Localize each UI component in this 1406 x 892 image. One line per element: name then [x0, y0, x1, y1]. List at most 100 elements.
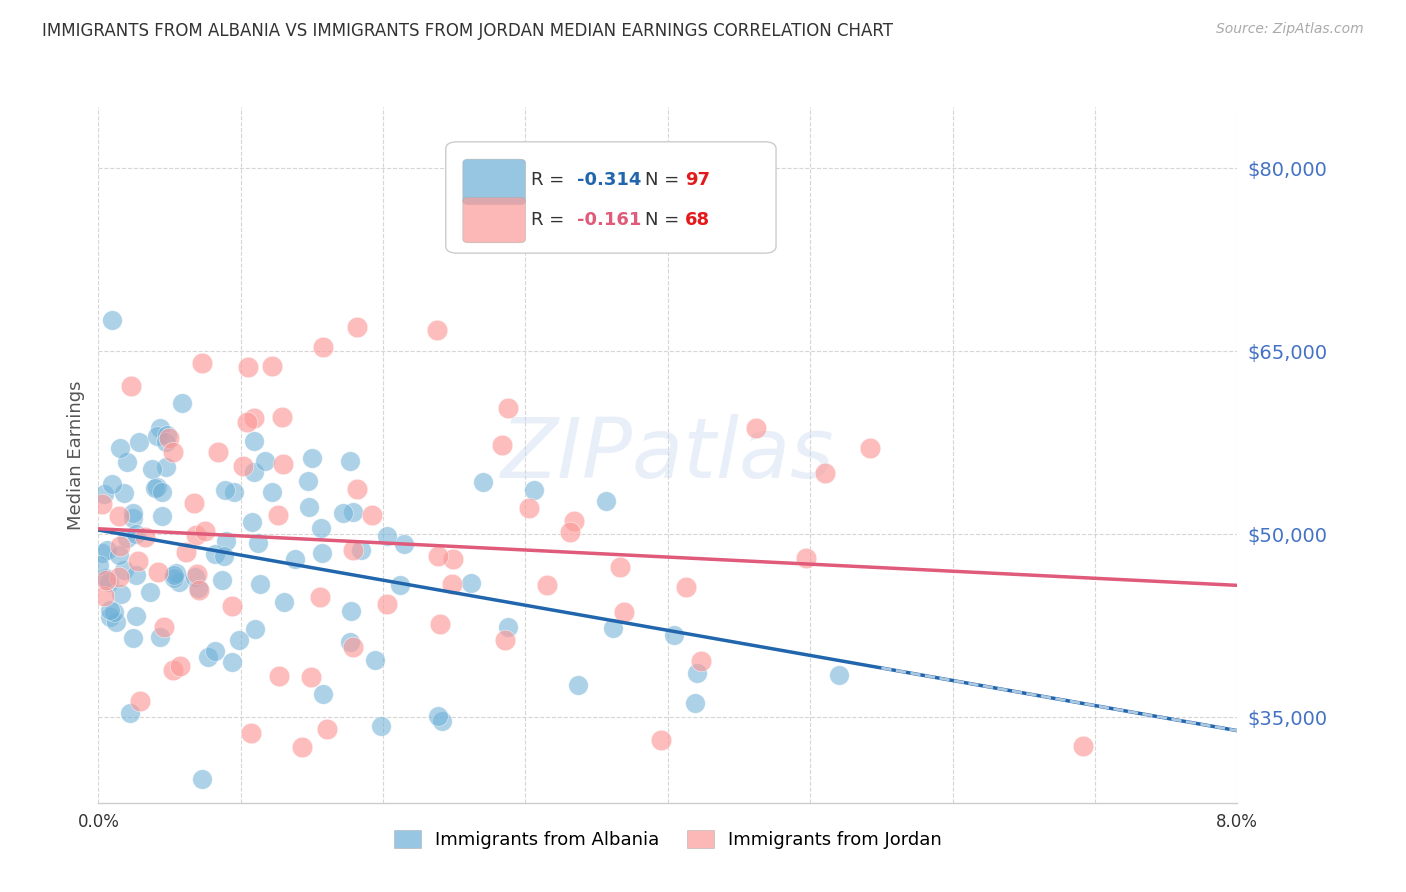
Point	[172, 396, 194, 410]
Point	[97, 574, 120, 589]
Point	[364, 653, 387, 667]
Point	[273, 595, 295, 609]
Point	[491, 438, 513, 452]
Point	[245, 622, 267, 636]
Point	[794, 551, 817, 566]
Point	[243, 411, 266, 425]
Point	[214, 534, 236, 549]
Legend: Immigrants from Albania, Immigrants from Jordan: Immigrants from Albania, Immigrants from…	[387, 822, 949, 856]
Point	[236, 359, 259, 374]
Point	[163, 571, 186, 585]
Point	[267, 669, 290, 683]
FancyBboxPatch shape	[463, 159, 526, 204]
Point	[460, 576, 482, 591]
Point	[127, 554, 149, 568]
Point	[683, 696, 706, 710]
Point	[150, 509, 173, 524]
Point	[441, 551, 464, 566]
Text: Source: ZipAtlas.com: Source: ZipAtlas.com	[1216, 22, 1364, 37]
Point	[184, 570, 207, 584]
Point	[163, 568, 186, 582]
Point	[91, 546, 114, 560]
Point	[149, 630, 172, 644]
Point	[311, 520, 333, 534]
Point	[125, 567, 148, 582]
Point	[122, 506, 145, 520]
Point	[212, 549, 235, 564]
Point	[232, 458, 254, 473]
Point	[388, 578, 411, 592]
Point	[197, 649, 219, 664]
Point	[311, 340, 333, 354]
Text: R =: R =	[531, 211, 571, 228]
Point	[129, 694, 152, 708]
Point	[558, 524, 581, 539]
Point	[100, 476, 122, 491]
Point	[236, 415, 259, 429]
Point	[98, 609, 121, 624]
Point	[176, 545, 198, 559]
Point	[128, 435, 150, 450]
Point	[188, 583, 211, 598]
Point	[150, 485, 173, 500]
Point	[243, 465, 266, 479]
Point	[155, 459, 177, 474]
Point	[149, 420, 172, 434]
Point	[339, 454, 361, 468]
Point	[340, 604, 363, 618]
Point	[162, 663, 184, 677]
Point	[167, 575, 190, 590]
Point	[650, 733, 672, 747]
Point	[609, 559, 631, 574]
Point	[298, 500, 321, 514]
Point	[339, 634, 361, 648]
Point	[472, 475, 495, 489]
Point	[211, 573, 233, 587]
Point	[162, 444, 184, 458]
Text: -0.161: -0.161	[576, 211, 641, 228]
Point	[262, 359, 284, 374]
Text: IMMIGRANTS FROM ALBANIA VS IMMIGRANTS FROM JORDAN MEDIAN EARNINGS CORRELATION CH: IMMIGRANTS FROM ALBANIA VS IMMIGRANTS FR…	[42, 22, 893, 40]
Point	[426, 549, 449, 564]
Point	[332, 507, 354, 521]
Point	[299, 670, 322, 684]
Point	[191, 772, 214, 786]
Point	[271, 409, 294, 424]
Point	[96, 571, 118, 585]
Point	[744, 421, 766, 435]
Point	[297, 474, 319, 488]
Point	[204, 547, 226, 561]
Point	[125, 527, 148, 541]
Point	[498, 620, 520, 634]
Point	[122, 632, 145, 646]
Point	[301, 450, 323, 465]
Point	[156, 428, 179, 442]
Point	[146, 565, 169, 579]
Point	[186, 528, 208, 542]
Point	[96, 542, 118, 557]
Point	[686, 666, 709, 681]
Point	[204, 644, 226, 658]
Point	[350, 542, 373, 557]
Text: 97: 97	[685, 171, 710, 189]
Point	[392, 537, 415, 551]
Point	[186, 581, 208, 595]
Text: 68: 68	[685, 211, 710, 228]
Point	[108, 442, 131, 456]
Point	[342, 543, 364, 558]
Point	[613, 605, 636, 619]
Point	[221, 599, 243, 614]
Point	[141, 462, 163, 476]
Point	[117, 455, 139, 469]
Point	[108, 569, 131, 583]
Point	[426, 323, 449, 337]
FancyBboxPatch shape	[446, 142, 776, 253]
Point	[260, 484, 283, 499]
Point	[138, 585, 160, 599]
Point	[346, 320, 368, 334]
Point	[536, 578, 558, 592]
Y-axis label: Median Earnings: Median Earnings	[66, 380, 84, 530]
Point	[194, 524, 217, 538]
Point	[240, 515, 263, 529]
Point	[427, 708, 450, 723]
